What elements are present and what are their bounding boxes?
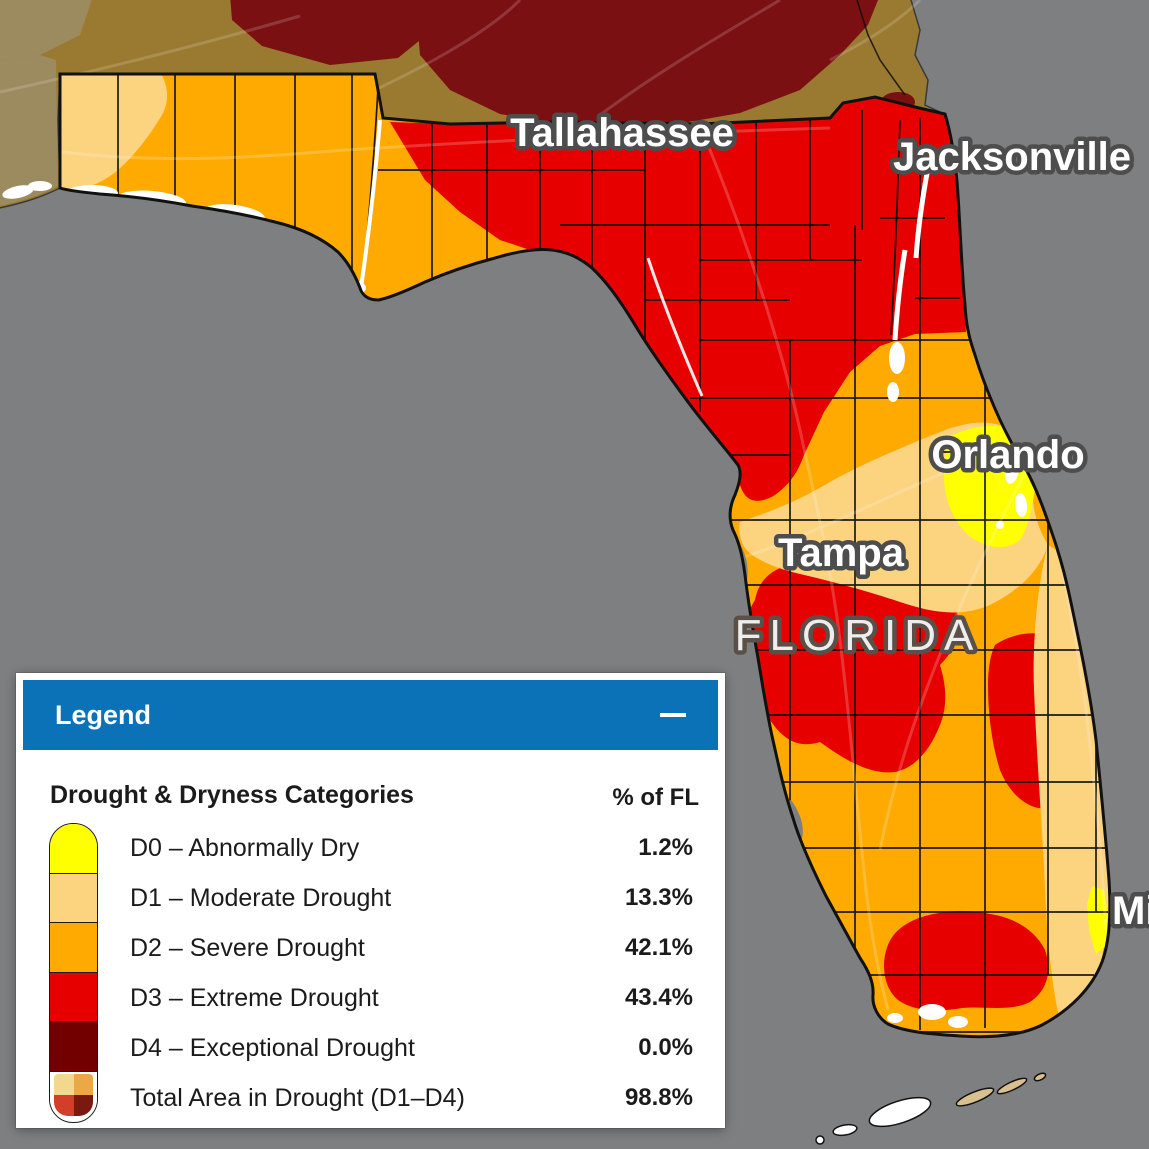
legend-row-d1: D1 – Moderate Drought 13.3% xyxy=(130,873,693,923)
legend-color-bar xyxy=(49,823,98,1123)
legend-row-value: 1.2% xyxy=(638,834,693,861)
map-labels: Tallahassee Jacksonville Orlando Tampa F… xyxy=(506,107,1149,938)
city-label-miami-partial: Mi xyxy=(1112,889,1149,933)
out-of-state-d1-strip xyxy=(0,55,58,206)
legend-row-value: 42.1% xyxy=(624,934,693,961)
legend-row-label: D4 – Exceptional Drought xyxy=(130,1033,415,1062)
legend-row-label: Total Area in Drought (D1–D4) xyxy=(130,1083,465,1112)
out-of-state-d4-blob-center xyxy=(415,0,878,127)
legend-row-d0: D0 – Abnormally Dry 1.2% xyxy=(130,823,693,873)
legend-row-d2: D2 – Severe Drought 42.1% xyxy=(130,923,693,973)
legend-row-label: D2 – Severe Drought xyxy=(130,933,365,962)
swatch-d0 xyxy=(50,824,97,874)
legend-row-value: 0.0% xyxy=(638,1034,693,1061)
legend-title: Legend xyxy=(55,699,152,730)
out-of-state-d4-blob-west xyxy=(230,0,435,65)
out-of-state-d1-patch xyxy=(0,0,92,61)
region-d1-panhandle xyxy=(60,74,167,191)
state-label-florida: FLORIDA xyxy=(735,611,982,660)
region-d3-south xyxy=(884,911,1049,1011)
legend-row-label: D0 – Abnormally Dry xyxy=(130,833,360,862)
legend-panel: Legend Drought & Dryness Categories % of… xyxy=(16,673,725,1128)
minimize-icon xyxy=(660,713,686,717)
florida-keys xyxy=(815,1072,1047,1145)
legend-header: Legend xyxy=(23,680,718,750)
legend-value-column-label: % of FL xyxy=(612,784,699,811)
swatch-total-d2 xyxy=(73,1073,93,1095)
legend-row-value: 98.8% xyxy=(624,1084,693,1111)
swatch-total-d3 xyxy=(54,1094,74,1116)
region-d3-southwest xyxy=(744,568,959,773)
swatch-d3 xyxy=(50,972,97,1022)
legend-row-label: D3 – Extreme Drought xyxy=(130,983,379,1012)
legend-row-total: Total Area in Drought (D1–D4) 98.8% xyxy=(130,1073,693,1123)
swatch-d2 xyxy=(50,923,97,973)
legend-row-d4: D4 – Exceptional Drought 0.0% xyxy=(130,1023,693,1073)
collapse-legend-button[interactable] xyxy=(658,705,688,725)
city-label-tallahassee: Tallahassee xyxy=(510,111,734,155)
swatch-d1 xyxy=(50,873,97,923)
legend-row-label: D1 – Moderate Drought xyxy=(130,883,392,912)
drought-regions xyxy=(60,74,1110,1026)
legend-row-d3: D3 – Extreme Drought 43.4% xyxy=(130,973,693,1023)
swatch-d4 xyxy=(50,1022,97,1072)
legend-row-value: 13.3% xyxy=(624,884,693,911)
city-label-tampa: Tampa xyxy=(778,531,905,575)
legend-rows: D0 – Abnormally Dry 1.2% D1 – Moderate D… xyxy=(130,823,693,1123)
swatch-total-d4 xyxy=(73,1094,93,1116)
region-d3-north xyxy=(390,97,966,501)
city-label-jacksonville: Jacksonville xyxy=(893,135,1131,179)
region-d0-se-sliver xyxy=(1087,886,1108,954)
swatch-total xyxy=(50,1071,97,1121)
legend-row-value: 43.4% xyxy=(624,984,693,1011)
legend-section-title: Drought & Dryness Categories xyxy=(50,781,414,809)
swatch-total-d1 xyxy=(54,1073,74,1095)
city-label-orlando: Orlando xyxy=(931,433,1084,477)
